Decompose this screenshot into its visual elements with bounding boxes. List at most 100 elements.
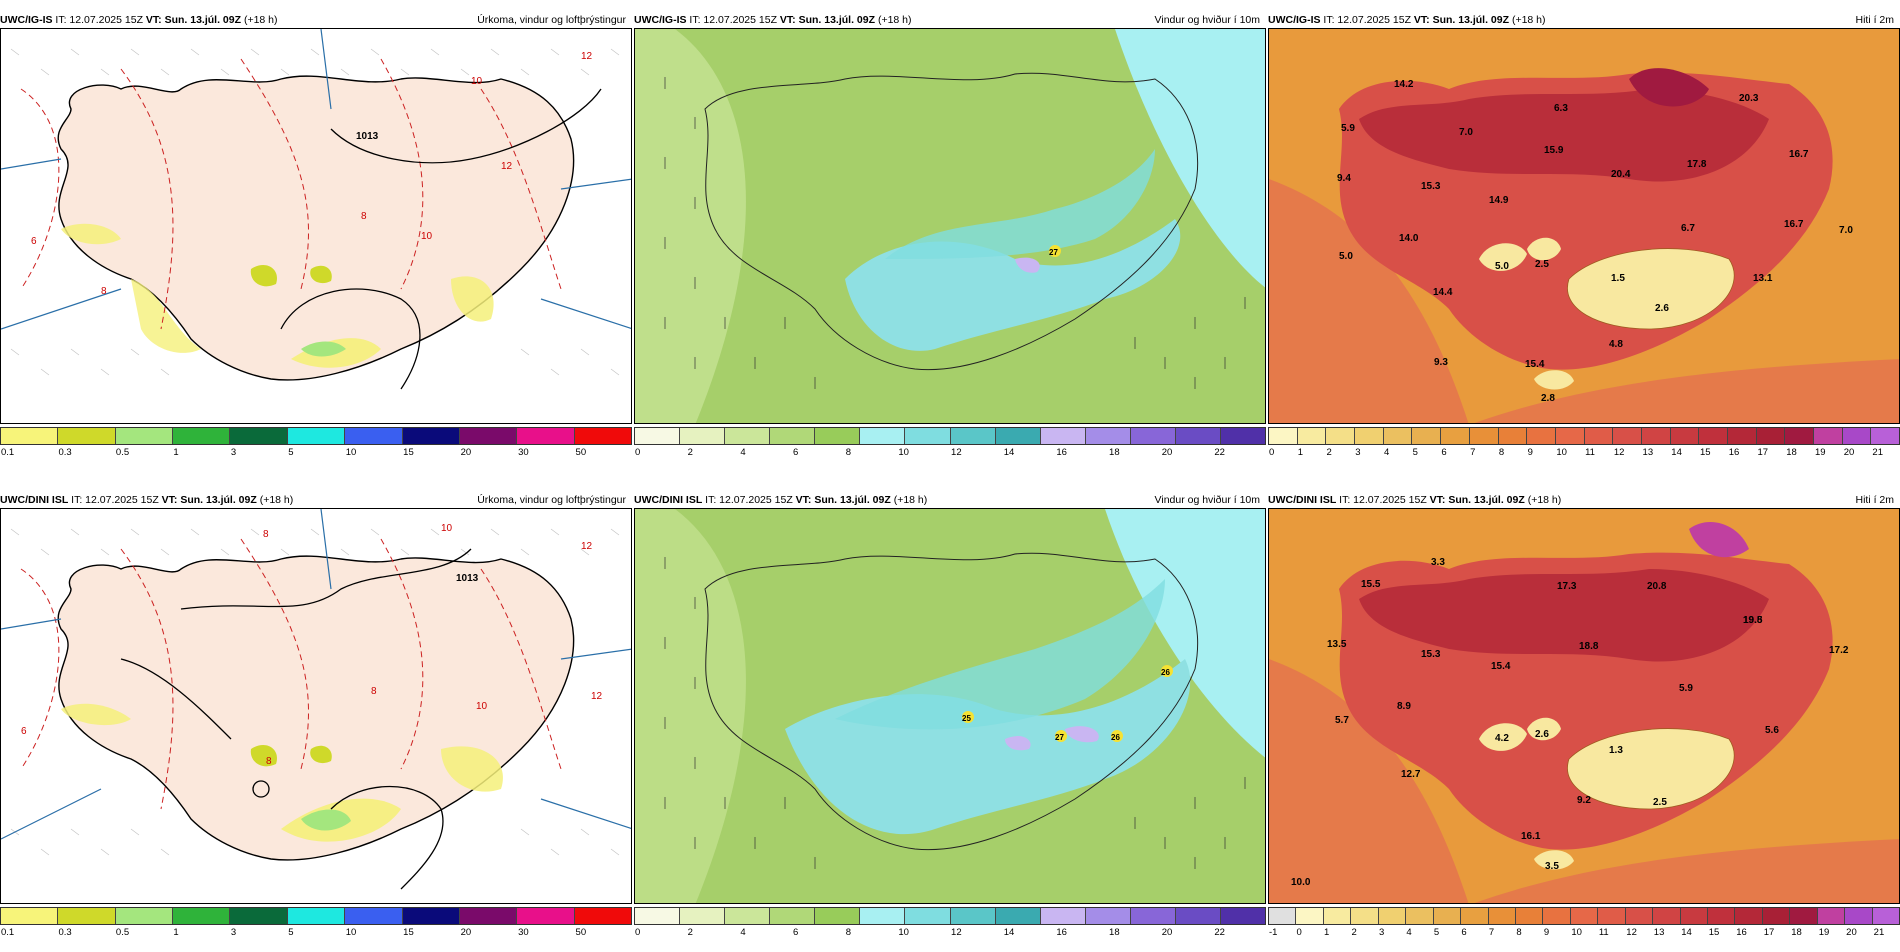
wind-colorbar-ticks: 0 2 4 6 8 10 12 14 16 18 20 22 bbox=[634, 447, 1266, 459]
colorbar-tick-label: 0 bbox=[635, 927, 641, 938]
colorbar-tick-label: 1 bbox=[1297, 447, 1304, 458]
colorbar-tick-label: 0.3 bbox=[58, 927, 72, 938]
svg-text:19.5: 19.5 bbox=[1743, 615, 1763, 626]
colorbar-swatch bbox=[517, 428, 575, 444]
temp-map[interactable]: 14.2 5.9 7.0 6.3 20.3 9.4 15.3 15.9 20.4… bbox=[1268, 28, 1900, 424]
svg-text:6.3: 6.3 bbox=[1554, 103, 1568, 114]
svg-text:1.5: 1.5 bbox=[1611, 273, 1625, 284]
colorbar-swatch bbox=[1040, 908, 1086, 924]
colorbar-tick-label: 21 bbox=[1872, 447, 1883, 458]
colorbar-swatch bbox=[1433, 908, 1462, 924]
colorbar-swatch bbox=[1323, 908, 1352, 924]
colorbar-tick-label: 14 bbox=[1681, 927, 1692, 938]
colorbar-swatch bbox=[1845, 908, 1873, 924]
svg-text:9.4: 9.4 bbox=[1337, 173, 1351, 184]
colorbar-tick-label: 10 bbox=[1556, 447, 1567, 458]
colorbar-tick-label: 18 bbox=[1786, 447, 1797, 458]
panel-header: UWC/IG-IS IT: 12.07.2025 15Z VT: Sun. 13… bbox=[0, 14, 626, 26]
svg-text:2.5: 2.5 bbox=[1653, 797, 1667, 808]
colorbar-swatch bbox=[1406, 908, 1434, 924]
pressure-label: 1013 bbox=[456, 573, 479, 584]
precip-colorbar bbox=[0, 907, 632, 925]
panel-r1-wind: UWC/IG-IS IT: 12.07.2025 15Z VT: Sun. 13… bbox=[634, 12, 1266, 472]
svg-text:14.9: 14.9 bbox=[1489, 195, 1509, 206]
colorbar-swatch bbox=[1175, 428, 1222, 444]
colorbar-swatch bbox=[1756, 428, 1786, 444]
temp-colorbar bbox=[1268, 907, 1900, 925]
colorbar-swatch bbox=[1221, 908, 1266, 924]
svg-text:15.3: 15.3 bbox=[1421, 181, 1441, 192]
colorbar-tick-label: 30 bbox=[518, 447, 529, 458]
panel-title: Úrkoma, vindur og loftþrýstingur bbox=[477, 14, 626, 26]
colorbar-swatch bbox=[1653, 908, 1681, 924]
gust-label: 27 bbox=[1049, 248, 1058, 257]
colorbar-swatch bbox=[1871, 428, 1900, 444]
svg-text:2.8: 2.8 bbox=[1541, 393, 1555, 404]
wind-map[interactable]: 27 bbox=[634, 28, 1266, 424]
colorbar-tick-label: 12 bbox=[1626, 927, 1637, 938]
panel-header: UWC/IG-IS IT: 12.07.2025 15Z VT: Sun. 13… bbox=[634, 14, 1260, 26]
svg-text:8: 8 bbox=[101, 286, 107, 297]
svg-text:17.2: 17.2 bbox=[1829, 645, 1849, 656]
svg-text:12: 12 bbox=[501, 161, 513, 172]
colorbar-tick-label: 3 bbox=[1378, 927, 1385, 938]
colorbar-swatch bbox=[1269, 428, 1298, 444]
colorbar-tick-label: 10 bbox=[1571, 927, 1582, 938]
colorbar-tick-label: 7 bbox=[1470, 447, 1476, 458]
svg-text:6.7: 6.7 bbox=[1681, 223, 1695, 234]
svg-text:18.8: 18.8 bbox=[1579, 641, 1599, 652]
colorbar-tick-label: 50 bbox=[575, 447, 587, 458]
colorbar-swatch bbox=[1680, 908, 1708, 924]
svg-text:20.8: 20.8 bbox=[1647, 581, 1667, 592]
colorbar-swatch bbox=[1842, 428, 1872, 444]
colorbar-swatch bbox=[1625, 908, 1654, 924]
svg-text:8.9: 8.9 bbox=[1397, 701, 1411, 712]
svg-text:13.5: 13.5 bbox=[1327, 639, 1347, 650]
colorbar-tick-label: 4 bbox=[1383, 447, 1390, 458]
colorbar-tick-label: 0.5 bbox=[115, 447, 130, 458]
svg-text:3.5: 3.5 bbox=[1545, 861, 1559, 872]
colorbar-swatch bbox=[402, 908, 460, 924]
svg-text:5.6: 5.6 bbox=[1765, 725, 1779, 736]
colorbar-tick-label: 0.1 bbox=[1, 927, 15, 938]
colorbar-tick-label: 10 bbox=[345, 447, 357, 458]
colorbar-tick-label: 16 bbox=[1056, 447, 1067, 458]
gust-label: 25 bbox=[962, 714, 971, 723]
colorbar-tick-label: 3 bbox=[1355, 447, 1361, 458]
svg-text:15.4: 15.4 bbox=[1525, 359, 1545, 370]
svg-text:5.0: 5.0 bbox=[1495, 261, 1509, 272]
colorbar-tick-label: 8 bbox=[845, 447, 851, 458]
colorbar-tick-label: 16 bbox=[1728, 447, 1740, 458]
svg-text:17.3: 17.3 bbox=[1557, 581, 1577, 592]
temp-colorbar bbox=[1268, 427, 1900, 445]
colorbar-swatch bbox=[287, 428, 346, 444]
wind-colorbar-ticks: 0 2 4 6 8 10 12 14 16 18 20 22 bbox=[634, 927, 1266, 939]
colorbar-swatch bbox=[905, 428, 951, 444]
colorbar-swatch bbox=[1613, 428, 1642, 444]
colorbar-tick-label: 19 bbox=[1818, 927, 1830, 938]
colorbar-tick-label: 4 bbox=[740, 447, 746, 458]
precip-map[interactable]: 1013 8 10 12 8 6 8 10 12 bbox=[0, 508, 632, 904]
colorbar-swatch bbox=[1670, 428, 1700, 444]
colorbar-tick-label: 1 bbox=[173, 927, 179, 938]
colorbar-swatch bbox=[459, 428, 518, 444]
colorbar-tick-label: 20 bbox=[1161, 447, 1173, 458]
temp-map[interactable]: 3.3 15.5 17.3 20.8 19.8 13.5 15.3 18.8 1… bbox=[1268, 508, 1900, 904]
colorbar-swatch bbox=[1814, 428, 1843, 444]
colorbar-swatch bbox=[680, 428, 726, 444]
precip-colorbar-ticks: 0.1 0.3 0.5 1 3 5 10 15 20 30 50 bbox=[0, 447, 632, 459]
colorbar-swatch bbox=[1040, 428, 1086, 444]
temp-colorbar-ticks: -1 0 1 2 3 4 5 6 7 8 9 10 11 12 13 14 15 16 17 18 19 20 21 bbox=[1268, 927, 1900, 939]
colorbar-tick-label: 9 bbox=[1527, 447, 1533, 458]
colorbar-tick-label: 10 bbox=[898, 447, 909, 458]
svg-text:13.1: 13.1 bbox=[1753, 273, 1773, 284]
colorbar-tick-label: 0.3 bbox=[58, 447, 72, 458]
precip-map[interactable]: 1013 10 12 8 6 8 10 12 bbox=[0, 28, 632, 424]
wind-map[interactable]: 25 27 26 26 bbox=[634, 508, 1266, 904]
colorbar-swatch bbox=[1699, 428, 1728, 444]
colorbar-swatch bbox=[574, 428, 631, 444]
svg-text:12: 12 bbox=[581, 541, 593, 552]
svg-text:17.8: 17.8 bbox=[1687, 159, 1707, 170]
svg-text:10.0: 10.0 bbox=[1291, 877, 1311, 888]
colorbar-tick-label: 2 bbox=[1326, 447, 1332, 458]
